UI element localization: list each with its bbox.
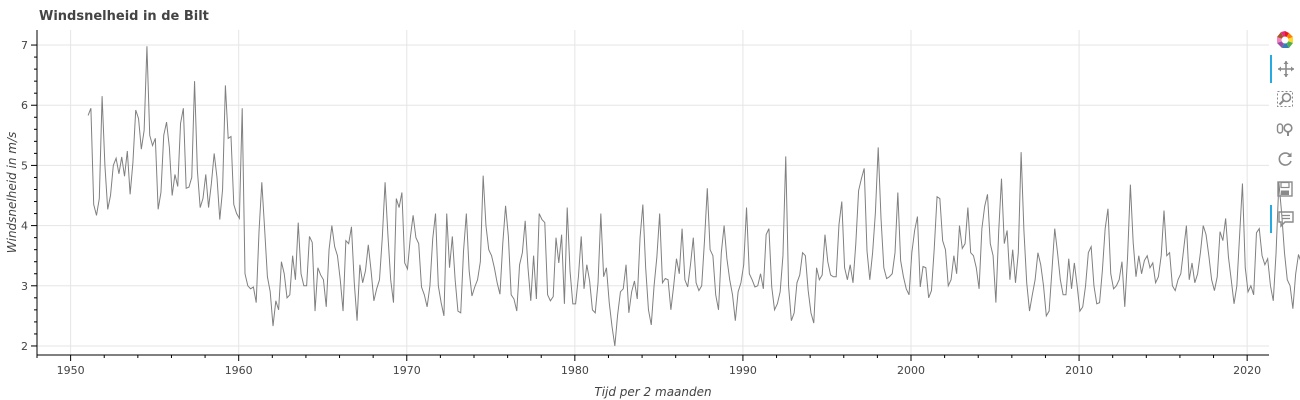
y-tick-label: 6 [21,99,28,112]
x-tick-label: 2000 [897,364,925,377]
hover-icon[interactable] [1270,205,1300,233]
y-tick-label: 4 [21,220,28,233]
y-tick-label: 2 [21,340,28,353]
x-tick-label: 1980 [561,364,589,377]
x-tick-label: 1970 [393,364,421,377]
chart-title: Windsnelheid in de Bilt [39,9,209,24]
x-tick-label: 2010 [1065,364,1093,377]
x-tick-label: 1950 [57,364,85,377]
toolbar [1270,26,1300,246]
wheel-zoom-icon[interactable] [1270,115,1300,143]
y-axis-title: Windsnelheid in m/s [5,132,19,254]
save-icon[interactable] [1270,175,1300,203]
y-tick-label: 3 [21,280,28,293]
y-tick-label: 7 [21,39,28,52]
reset-icon[interactable] [1270,145,1300,173]
x-tick-label: 2020 [1233,364,1261,377]
x-axis-title: Tijd per 2 maanden [594,385,711,399]
series-line[interactable] [87,46,1300,347]
pan-icon[interactable] [1270,55,1300,83]
x-tick-label: 1990 [729,364,757,377]
box-zoom-icon[interactable] [1270,85,1300,113]
bokeh-logo-icon[interactable] [1270,26,1300,54]
x-tick-label: 1960 [225,364,253,377]
y-tick-label: 5 [21,159,28,172]
